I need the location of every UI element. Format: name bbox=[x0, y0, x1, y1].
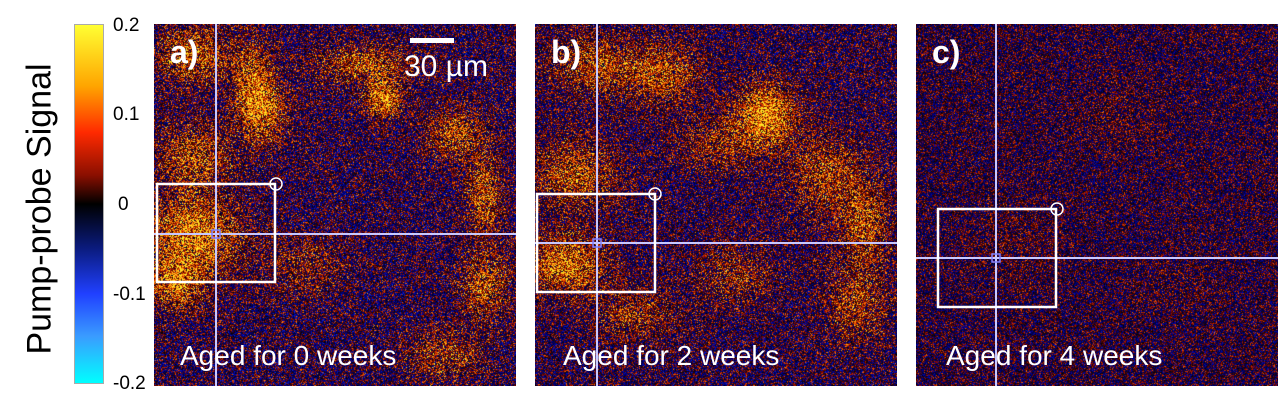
roi-overlay bbox=[916, 24, 1278, 386]
image-panel-b: b) Aged for 2 weeks bbox=[535, 24, 897, 386]
panel-caption: Aged for 4 weeks bbox=[946, 340, 1163, 371]
scale-bar bbox=[410, 38, 454, 43]
panel-label: c) bbox=[932, 34, 961, 70]
colorbar-tick: -0.2 bbox=[113, 373, 146, 394]
colorbar-title: Pump-probe Signal bbox=[20, 63, 59, 355]
image-panel-a: a) 30 µm Aged for 0 weeks bbox=[154, 24, 516, 386]
roi-overlay bbox=[535, 24, 897, 386]
colorbar-tick: 0.1 bbox=[113, 104, 140, 125]
pump-probe-image bbox=[154, 24, 516, 386]
panel-label: b) bbox=[551, 34, 582, 70]
colorbar-tick: -0.1 bbox=[113, 284, 146, 305]
roi-overlay bbox=[154, 24, 516, 386]
scale-bar-label: 30 µm bbox=[404, 50, 488, 83]
image-panel-c: c) Aged for 4 weeks bbox=[916, 24, 1278, 386]
panel-label: a) bbox=[170, 34, 199, 70]
panel-caption: Aged for 2 weeks bbox=[563, 340, 780, 371]
colorbar bbox=[74, 24, 104, 384]
panel-caption: Aged for 0 weeks bbox=[180, 340, 397, 371]
pump-probe-image bbox=[916, 24, 1278, 386]
colorbar-tick: 0.2 bbox=[113, 15, 140, 36]
pump-probe-image bbox=[535, 24, 897, 386]
colorbar-tick: 0 bbox=[118, 194, 129, 215]
